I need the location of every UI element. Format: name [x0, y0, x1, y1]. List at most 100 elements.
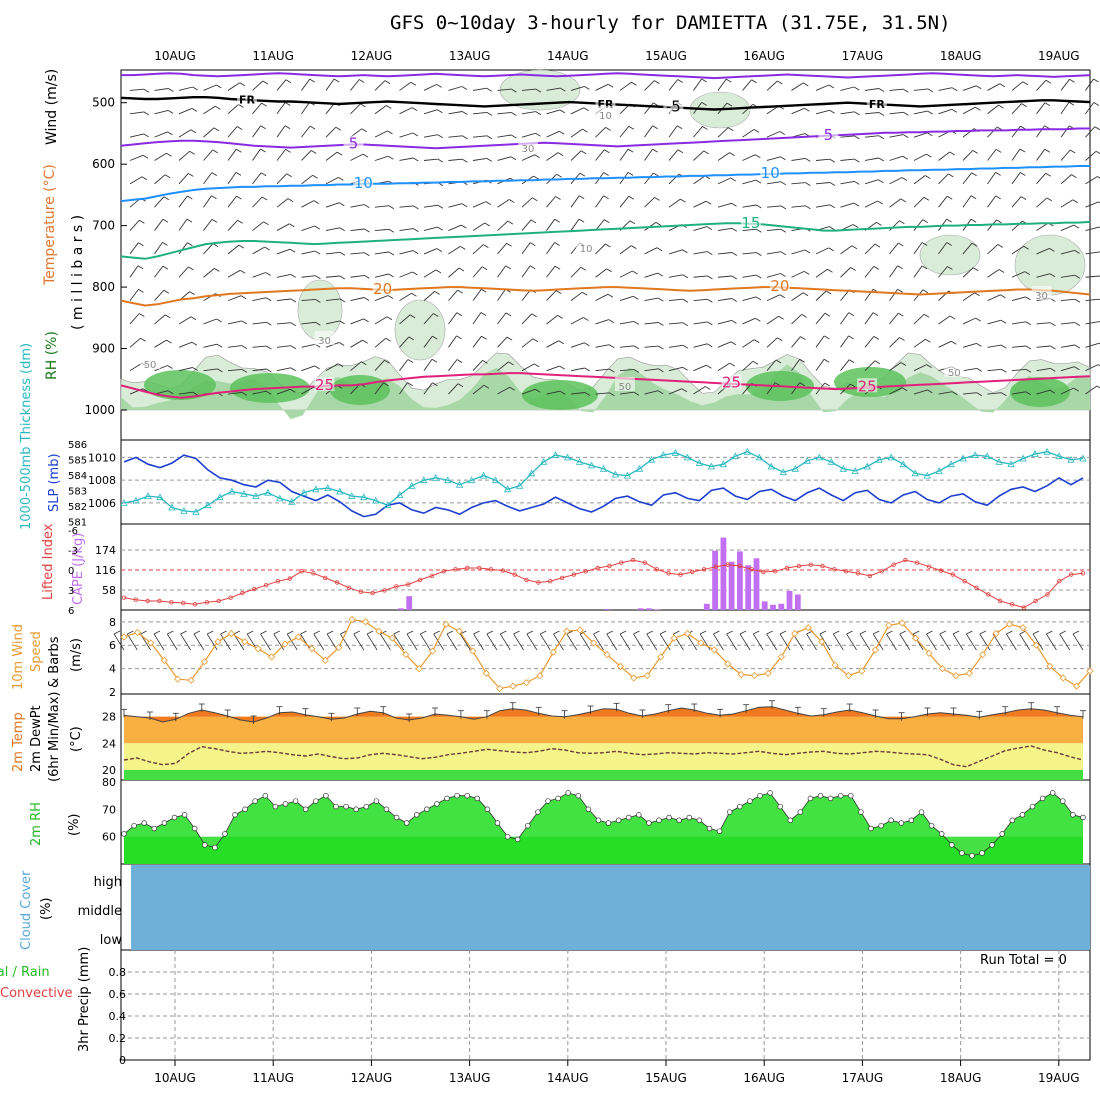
wind-barb-flag: [605, 243, 611, 248]
wind-barb: [521, 388, 536, 395]
thickness-marker: [719, 460, 728, 468]
wind-barb-flag: [801, 314, 807, 318]
wind-barb: [668, 149, 679, 161]
wind-barb-flag: [484, 222, 491, 227]
wind-barb-10m-flag: [420, 630, 427, 635]
wind-barb-flag: [286, 173, 292, 178]
wind-barb: [889, 155, 903, 161]
wind-barb-flag: [823, 358, 830, 363]
contour-label: 25: [858, 377, 877, 395]
thickness-marker: [575, 458, 584, 465]
wind-barb-flag: [628, 125, 635, 130]
wind-barb: [840, 312, 850, 325]
wind-barb: [203, 368, 218, 372]
contour-label: 5: [824, 126, 834, 144]
wind-barb-flag: [848, 312, 854, 316]
wind-barb: [423, 291, 435, 301]
wind-barb-10m: [206, 633, 218, 651]
wind-barb-10m: [606, 633, 618, 651]
wind-barb-flag: [682, 274, 689, 279]
wind-barb: [227, 244, 240, 255]
wind-barb-flag: [534, 363, 540, 368]
wind-barb-flag: [584, 342, 590, 347]
wind-speed-point: [992, 629, 1000, 638]
precip-panel-frame: [120, 949, 1091, 1061]
wind-speed-point: [858, 667, 866, 675]
wind-barb-flag: [190, 316, 197, 321]
wind-barb: [448, 135, 463, 138]
wind-barb-10m-flag: [873, 630, 880, 635]
wind-barb: [644, 345, 659, 348]
wind-barb-flag: [505, 312, 512, 317]
rh2m-point: [928, 822, 935, 829]
rh2m-point: [575, 792, 582, 799]
rh2m-point: [464, 792, 470, 799]
wind-barb: [717, 362, 731, 372]
wind-barb-flag: [532, 338, 539, 343]
wind-barb-10m-flag: [553, 630, 560, 635]
wind-barb-flag: [216, 84, 222, 89]
wind-barb-flag: [970, 195, 977, 200]
wind-barb-flag: [654, 197, 660, 201]
wind-barb-flag: [682, 322, 689, 327]
wind-barb-flag: [137, 265, 144, 270]
wind-barb-flag: [260, 172, 267, 177]
wind-barb: [276, 198, 289, 208]
wind-barb-flag: [1050, 345, 1056, 350]
wind-barb: [1085, 78, 1094, 91]
wind-barb-flag: [311, 150, 317, 154]
y-tick-label-right: 116: [95, 564, 116, 577]
thickness-marker: [420, 476, 428, 484]
wind-barb: [668, 322, 683, 325]
wind-barb-flag: [509, 386, 515, 391]
wind-barb-flag: [805, 182, 811, 186]
wind-barb: [1085, 298, 1100, 302]
thickness-marker: [1079, 454, 1087, 462]
wind-barb-flag: [535, 88, 542, 93]
rh2m-point: [938, 831, 945, 837]
wind-barb: [693, 298, 708, 302]
wind-barb: [815, 158, 830, 161]
wind-barb-flag: [1049, 248, 1055, 252]
wind-barb-10m-flag: [406, 630, 414, 635]
lifted-index-point: [701, 567, 707, 572]
lifted-index-point: [488, 567, 494, 572]
thickness-marker: [743, 447, 752, 455]
wind-barb: [252, 196, 263, 208]
wind-barb: [889, 242, 899, 255]
contour-label-bg: [343, 135, 364, 150]
wind-barb-flag: [1044, 148, 1051, 153]
wind-barb: [1036, 173, 1047, 185]
wind-barb-flag: [364, 228, 370, 233]
lifted-index-point: [1045, 592, 1050, 597]
wind-barb: [1036, 273, 1051, 278]
wind-barb-flag: [583, 107, 589, 112]
wind-barb: [521, 313, 533, 325]
wind-barb: [570, 128, 583, 138]
wind-barb-10m-flag: [766, 630, 773, 635]
wind-barb-flag: [997, 244, 1004, 248]
wind-speed-point: [630, 674, 638, 682]
cape-bar: [794, 594, 801, 610]
wind-barb-flag: [900, 198, 907, 203]
wind-barb: [766, 315, 779, 325]
wind-barb-10m-flag: [659, 630, 667, 635]
wind-barb: [546, 365, 560, 372]
wind-barb: [913, 313, 925, 325]
wind-barb-flag: [187, 195, 193, 200]
wind-barb-10m-flag: [1059, 630, 1066, 635]
wind-barb-flag: [143, 88, 150, 93]
wind-barb-flag: [970, 218, 977, 223]
rh2m-point: [1060, 798, 1066, 804]
wind-barb-flag: [1074, 298, 1081, 303]
wind-barb: [938, 266, 948, 278]
wind-barb: [1085, 201, 1099, 208]
wind-barb: [301, 78, 311, 91]
rh-area-dark: [1010, 377, 1070, 407]
wind-barb-10m: [1019, 633, 1031, 651]
wind-barb-flag: [506, 336, 513, 341]
wind-barb-10m: [832, 633, 844, 651]
wind-barb-flag: [313, 200, 320, 204]
